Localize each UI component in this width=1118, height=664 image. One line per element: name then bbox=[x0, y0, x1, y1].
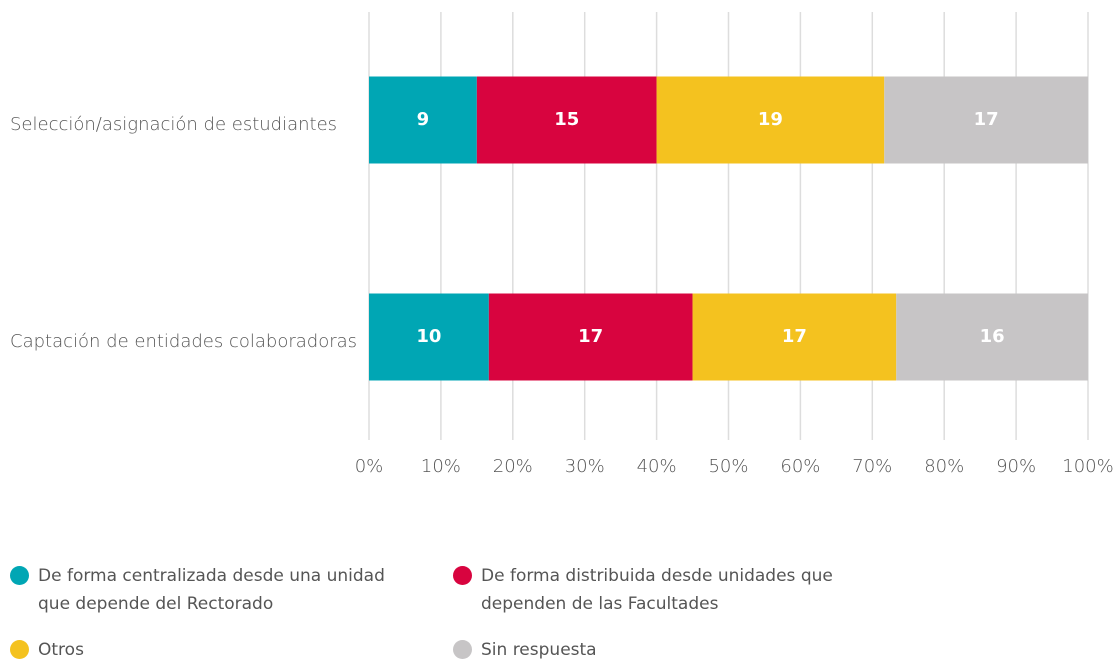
x-tick-label: 50% bbox=[708, 456, 748, 477]
x-tick-label: 40% bbox=[637, 456, 677, 477]
legend-label: De forma distribuida desde unidades que … bbox=[481, 566, 833, 614]
value-label: 17 bbox=[782, 326, 807, 347]
legend-label: Otros bbox=[38, 640, 84, 660]
x-tick-label: 60% bbox=[780, 456, 820, 477]
bar-segment bbox=[369, 293, 489, 381]
x-tick-label: 10% bbox=[421, 456, 461, 477]
legend-marker bbox=[10, 566, 29, 585]
x-tick-label: 100% bbox=[1062, 456, 1113, 477]
legend-item: Otros bbox=[10, 636, 418, 664]
bar-segment bbox=[488, 293, 693, 381]
category-label: Selección/asignación de estudiantes bbox=[10, 114, 337, 135]
legend-marker bbox=[453, 640, 472, 659]
x-tick-label: 90% bbox=[996, 456, 1036, 477]
x-tick-label: 30% bbox=[565, 456, 605, 477]
value-label: 16 bbox=[980, 326, 1005, 347]
bar-segment bbox=[369, 76, 477, 164]
bar-segment bbox=[692, 293, 897, 381]
legend-item: De forma distribuida desde unidades que … bbox=[453, 562, 841, 618]
value-label: 15 bbox=[554, 109, 579, 130]
x-tick-label: 80% bbox=[924, 456, 964, 477]
x-tick-label: 70% bbox=[852, 456, 892, 477]
bar-segment bbox=[896, 293, 1088, 381]
legend-marker bbox=[453, 566, 472, 585]
bar-segment bbox=[656, 76, 885, 164]
category-label: Captación de entidades colaboradoras bbox=[10, 331, 357, 352]
legend-item: De forma centralizada desde una unidad q… bbox=[10, 562, 418, 618]
chart: 0% 10% 20% 30% 40% 50% 60% 70% 80% 90% 100% Selecci… bbox=[10, 12, 1114, 477]
value-label: 10 bbox=[416, 326, 441, 347]
bar-segment bbox=[884, 76, 1088, 164]
value-label: 9 bbox=[417, 109, 430, 130]
legend-label: De forma centralizada desde una unidad q… bbox=[38, 566, 385, 614]
x-tick-label: 20% bbox=[493, 456, 533, 477]
legend-item: Sin respuesta bbox=[453, 636, 841, 664]
value-label: 17 bbox=[578, 326, 603, 347]
x-tick-label: 0% bbox=[355, 456, 384, 477]
value-label: 19 bbox=[758, 109, 783, 130]
legend-marker bbox=[10, 640, 29, 659]
legend-label: Sin respuesta bbox=[481, 640, 597, 660]
bar-segment bbox=[476, 76, 657, 164]
value-label: 17 bbox=[974, 109, 999, 130]
